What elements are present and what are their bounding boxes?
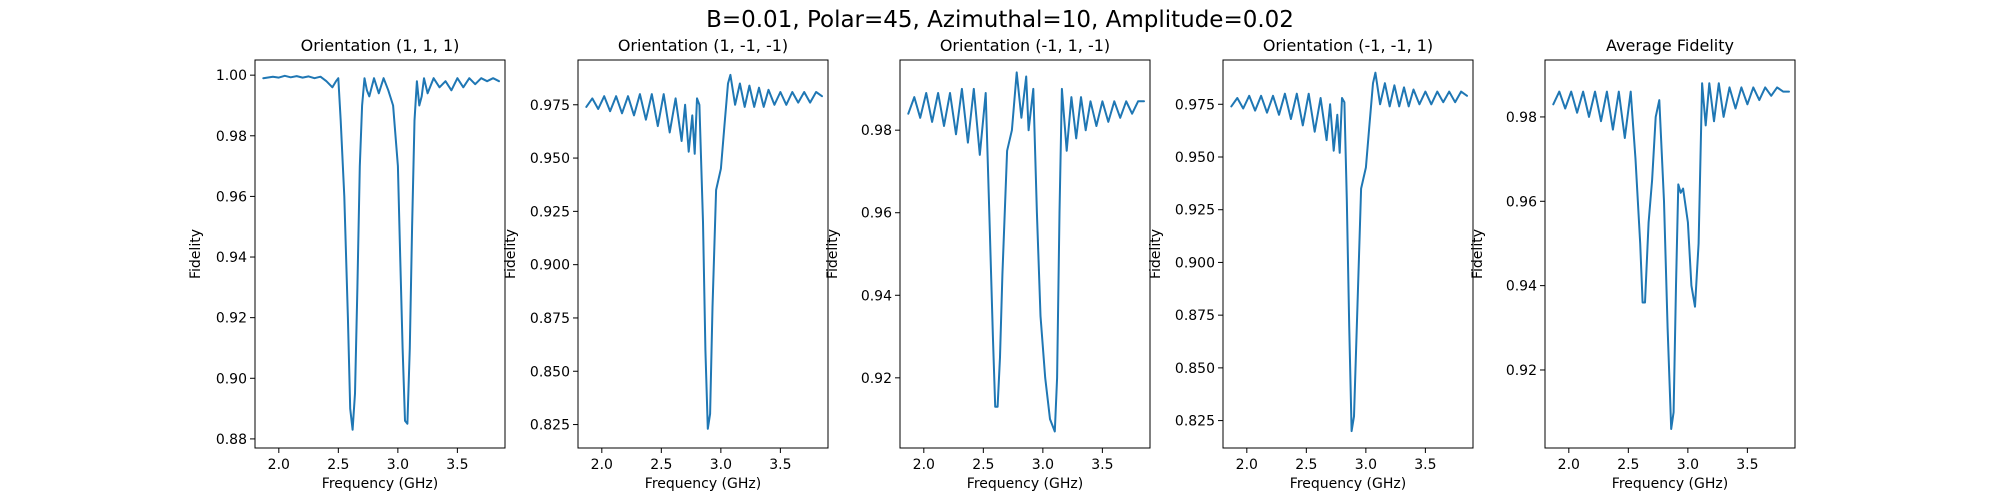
x-tick-label: 2.5 [1617,457,1639,473]
chart-panel-5: Average Fidelity 2.0 2.5 3.0 3.5 0.92 0.94 0.96… [1470,36,1796,492]
x-tick-label: 3.0 [1677,457,1699,473]
x-axis-label: Frequency (GHz) [645,476,761,492]
fidelity-line [262,74,500,431]
x-tick-label: 2.0 [1558,457,1580,473]
y-tick-label: 0.98 [216,129,247,145]
x-tick-label: 2.5 [650,457,672,473]
x-tick-label: 2.5 [972,457,994,473]
y-tick-label: 0.96 [216,189,247,205]
plot-frame [1544,59,1796,449]
chart-panel-4: Orientation (-1, -1, 1) 2.0 2.5 3.0 3.5 0.825… [1148,36,1474,492]
y-tick-label: 0.96 [861,206,892,222]
x-axis-label: Frequency (GHz) [1612,476,1728,492]
y-axis-label: Fidelity [825,229,841,279]
y-tick-label: 0.92 [1506,363,1537,379]
y-tick-label: 0.96 [1506,194,1537,210]
y-axis-label: Fidelity [188,229,204,279]
y-tick-label: 1.00 [216,68,247,84]
fidelity-line [1552,82,1790,430]
fidelity-line [585,73,823,430]
x-tick-label: 2.5 [1295,457,1317,473]
y-axis-label: Fidelity [503,229,519,279]
plot-frame [577,59,829,449]
x-tick-label: 3.0 [710,457,732,473]
x-tick-label: 3.5 [1736,457,1758,473]
chart-panel-1: Orientation (1, 1, 1) 2.0 2.5 3.0 3.5 0.88 0.9… [188,36,506,492]
figure-suptitle: B=0.01, Polar=45, Azimuthal=10, Amplitud… [706,7,1294,33]
y-tick-label: 0.875 [1175,308,1215,324]
x-tick-label: 3.5 [769,457,791,473]
x-tick-label: 2.5 [327,457,349,473]
chart-panel-2: Orientation (1, -1, -1) 2.0 2.5 3.0 3.5 0.825… [503,36,829,492]
x-tick-label: 3.5 [1091,457,1113,473]
y-tick-label: 0.950 [1175,150,1215,166]
y-tick-label: 0.900 [530,258,570,274]
y-axis-label: Fidelity [1148,229,1164,279]
y-tick-label: 0.90 [216,371,247,387]
x-tick-label: 2.0 [591,457,613,473]
y-tick-label: 0.88 [216,432,247,448]
y-tick-label: 0.825 [530,418,570,434]
plot-frame [254,59,506,449]
y-tick-label: 0.850 [1175,361,1215,377]
y-tick-label: 0.975 [530,98,570,114]
x-tick-label: 2.0 [268,457,290,473]
panel-title: Average Fidelity [1606,36,1734,55]
fidelity-line [907,71,1145,433]
y-tick-label: 0.850 [530,364,570,380]
chart-panel-3: Orientation (-1, 1, -1) 2.0 2.5 3.0 3.5 0.92 0… [825,36,1151,492]
y-tick-label: 0.825 [1175,414,1215,430]
y-tick-label: 0.98 [1506,110,1537,126]
x-tick-label: 3.0 [1355,457,1377,473]
plot-frame [899,59,1151,449]
x-tick-label: 2.0 [913,457,935,473]
y-tick-label: 0.950 [530,151,570,167]
x-tick-label: 3.0 [1032,457,1054,473]
panel-title: Orientation (1, -1, -1) [618,36,788,55]
panel-title: Orientation (-1, -1, 1) [1263,36,1433,55]
y-tick-label: 0.975 [1175,97,1215,113]
y-tick-label: 0.94 [1506,279,1537,295]
y-axis-label: Fidelity [1470,229,1486,279]
y-tick-label: 0.92 [861,371,892,387]
x-tick-label: 3.5 [446,457,468,473]
x-tick-label: 3.0 [387,457,409,473]
y-tick-label: 0.900 [1175,255,1215,271]
y-tick-label: 0.925 [1175,203,1215,219]
y-tick-label: 0.925 [530,204,570,220]
x-axis-label: Frequency (GHz) [1290,476,1406,492]
panel-title: Orientation (-1, 1, -1) [940,36,1110,55]
y-tick-label: 0.875 [530,311,570,327]
x-axis-label: Frequency (GHz) [322,476,438,492]
x-axis-label: Frequency (GHz) [967,476,1083,492]
x-tick-label: 3.5 [1414,457,1436,473]
y-tick-label: 0.92 [216,311,247,327]
x-tick-label: 2.0 [1236,457,1258,473]
y-tick-label: 0.98 [861,123,892,139]
panel-title: Orientation (1, 1, 1) [301,36,460,55]
fidelity-line [1230,71,1468,433]
y-tick-label: 0.94 [861,288,892,304]
y-tick-label: 0.94 [216,250,247,266]
plot-frame [1222,59,1474,449]
